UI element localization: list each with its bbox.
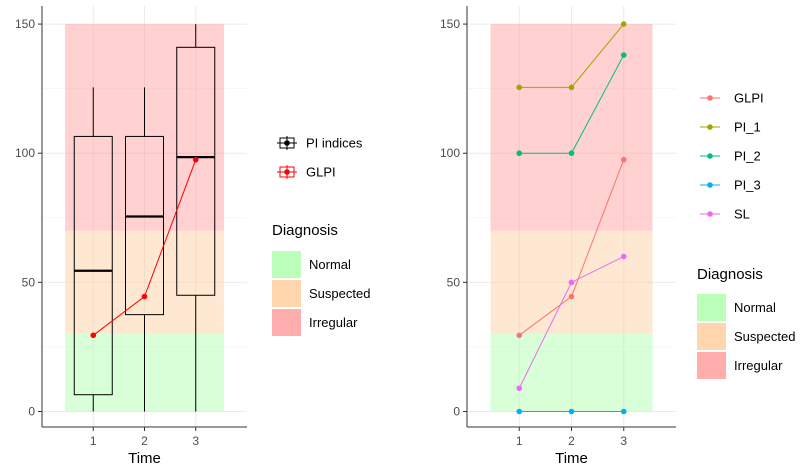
x-axis-title: Time: [555, 450, 588, 467]
legend-fill-key: [272, 280, 301, 307]
legend-key-point: [707, 153, 713, 159]
legend-key-point: [707, 124, 713, 130]
legend-label: PI_2: [734, 149, 761, 164]
x-tick-label: 3: [620, 434, 627, 448]
y-tick-label: 100: [440, 146, 460, 160]
legend-label: Suspected: [734, 329, 795, 344]
legend-label: Normal: [734, 300, 776, 315]
y-tick-label: 100: [15, 146, 35, 160]
legend-fill-key: [272, 251, 301, 278]
y-tick-label: 50: [22, 275, 36, 289]
left-legend: PI indices GLPI Diagnosis Normal Suspected Ir…: [272, 136, 370, 336]
box-body: [176, 46, 216, 296]
series-point-pi_3: [568, 408, 575, 415]
legend-key-box: [279, 166, 295, 178]
series-point-sl: [516, 385, 523, 392]
y-tick-label: 0: [453, 405, 460, 419]
legend-fill-key: [272, 309, 301, 336]
legend-label: Irregular: [309, 315, 358, 330]
x-tick-label: 2: [141, 434, 148, 448]
series-point-pi_1: [516, 84, 523, 91]
series-point-sl: [620, 253, 627, 260]
legend-label: Irregular: [734, 358, 783, 373]
series-point-pi_2: [620, 52, 627, 58]
legend-title: Diagnosis: [697, 266, 763, 283]
left-boxplot-panel: 0 50 100 150 1 2 3 Time: [15, 6, 247, 467]
band-normal: [490, 334, 653, 412]
band-irregular: [490, 24, 653, 231]
series-point-pi_3: [620, 408, 627, 415]
series-point-pi_3: [516, 408, 523, 415]
x-axis-title: Time: [128, 450, 161, 467]
x-tick-label: 1: [90, 434, 97, 448]
series-point-pi_1: [568, 84, 575, 91]
legend-label: Suspected: [309, 286, 370, 301]
glpi-point: [141, 293, 148, 300]
series-point-pi_1: [620, 21, 627, 27]
legend-label: Normal: [309, 257, 351, 272]
legend-label: SL: [734, 207, 750, 222]
y-tick-label: 0: [28, 405, 35, 419]
x-tick-label: 2: [568, 434, 575, 448]
legend-fill-key: [697, 352, 726, 379]
right-legend: GLPI PI_1 PI_2 PI_3 SL Diagnosis Normal Suspect…: [697, 91, 795, 379]
box-body: [73, 135, 113, 396]
y-tick-label: 150: [15, 17, 35, 31]
legend-label: PI_1: [734, 120, 761, 135]
y-tick-label: 50: [447, 275, 461, 289]
x-tick-label: 1: [516, 434, 523, 448]
series-point-glpi: [516, 332, 523, 339]
box-body: [125, 135, 164, 316]
legend-key-point: [707, 211, 713, 217]
series-point-sl: [568, 279, 575, 286]
legend-key-point: [707, 182, 713, 188]
legend-key-box: [279, 137, 295, 149]
legend-fill-key: [697, 294, 726, 321]
series-point-pi_2: [516, 150, 523, 157]
legend-label: GLPI: [306, 165, 336, 180]
x-tick-label: 3: [192, 434, 199, 448]
right-line-panel: 0 50 100 150 1 2 3 Time: [440, 6, 676, 467]
y-tick-label: 150: [440, 17, 460, 31]
legend-key-point: [284, 140, 290, 146]
series-point-glpi: [568, 293, 575, 300]
series-point-glpi: [620, 156, 627, 163]
glpi-point: [90, 332, 97, 339]
legend-title: Diagnosis: [272, 222, 338, 239]
legend-label: PI indices: [306, 136, 363, 151]
glpi-point: [192, 156, 199, 163]
series-point-pi_2: [568, 150, 575, 157]
legend-fill-key: [697, 323, 726, 350]
legend-key-point: [707, 95, 713, 101]
legend-key-point: [284, 169, 290, 175]
legend-label: GLPI: [734, 91, 764, 106]
legend-label: PI_3: [734, 178, 761, 193]
